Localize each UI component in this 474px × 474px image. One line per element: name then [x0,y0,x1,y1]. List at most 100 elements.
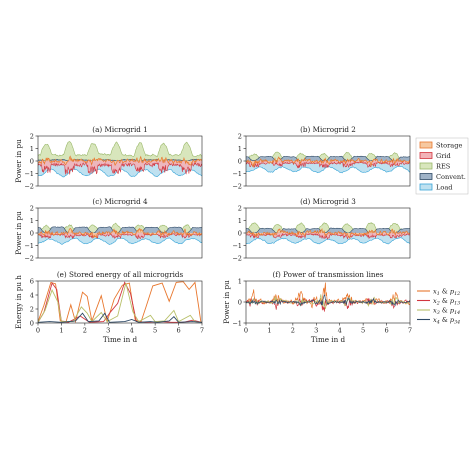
y-tick-label: 1 [30,217,34,225]
legend-power: Storage Grid RES Convent. Load [415,137,469,195]
panel-title: (e) Stored energy of all microgrids [57,270,184,279]
panel-e: (e) Stored energy of all microgrids 0 2 4 6 0… [14,270,204,344]
legend-line-label: x3 & p14 [433,306,460,316]
grid-area [38,161,202,175]
x-tick-label: 5 [361,327,365,335]
y-tick-label: 4 [30,291,34,299]
x-tick-label: 6 [176,327,180,335]
conv-line [38,226,202,234]
y-tick-label: −2 [24,254,34,262]
res-line [38,141,202,157]
y-tick-label: 2 [238,204,242,212]
panel-c: (c) Microgrid 4 −2 −1 0 1 2 Power in pu [14,197,203,262]
y-tick-label: 6 [30,277,34,285]
x-tick-label: 3 [314,327,318,335]
legend-label: RES [436,163,451,171]
y-tick-label: 0 [30,229,34,237]
res-area [38,141,202,161]
legend-line-label: x4 & p34 [433,316,460,326]
panel-d: (d) Microgrid 3 −2 −1 0 1 2 [232,197,411,262]
conv-line [246,227,410,234]
axes-frame [245,280,411,324]
y-tick-label: 1 [238,217,242,225]
conv-line [246,155,410,162]
storage-line [246,228,410,240]
y-tick-label: −1 [24,242,34,250]
axes-frame [37,135,203,187]
series-x4 [38,312,202,323]
x-tick-label: 0 [244,327,248,335]
legend-line-label: x1 & p12 [433,287,460,297]
x-tick-label: 7 [200,327,204,335]
x-axis-label: Time in d [311,335,346,344]
x-tick-label: 4 [338,327,342,335]
axes-frame [37,207,203,259]
y-tick-label: 0 [238,157,242,165]
legend-swatch [419,183,433,191]
y-axis-label: Power in pu [222,280,231,324]
x-tick-label: 4 [130,327,134,335]
storage-line [38,155,202,167]
legend-swatch [419,141,433,149]
legend-swatch [419,173,433,180]
x-tick-label: 6 [384,327,388,335]
panel-title: (b) Microgrid 2 [300,125,356,134]
legend-swatch [419,162,433,170]
y-tick-label: 2 [238,132,242,140]
y-axis-label: Power in pu [14,211,23,255]
y-tick-label: −1 [232,170,242,178]
panel-b: (b) Microgrid 2 −2 −1 0 1 2 [232,125,411,190]
panel-title: (d) Microgrid 3 [300,197,356,206]
x-tick-label: 0 [36,327,40,335]
y-tick-label: −2 [24,182,34,190]
x-axis-label: Time in d [103,335,138,344]
axes-frame [245,207,411,259]
x-tick-label: 7 [408,327,412,335]
y-tick-label: 2 [30,132,34,140]
conv-area [246,156,410,161]
load-line [246,237,410,245]
storage-line [38,227,202,239]
y-tick-label: 1 [238,277,242,285]
x-tick-label: 1 [59,327,63,335]
y-tick-label: −2 [232,182,242,190]
legend-label: Storage [436,142,462,150]
y-tick-label: 0 [30,157,34,165]
legend-line-label: x2 & p13 [433,297,460,307]
grid-line [38,233,202,240]
panel-title: (f) Power of transmission lines [273,270,384,279]
y-tick-label: 2 [30,305,34,313]
series-p13 [246,297,410,312]
x-tick-label: 5 [153,327,157,335]
load-line [38,237,202,245]
y-tick-label: 2 [30,204,34,212]
legend-label: Convent. [436,173,466,181]
y-tick-label: 1 [238,145,242,153]
x-tick-label: 2 [83,327,87,335]
grid-line [246,160,410,169]
y-tick-label: 0 [238,298,242,306]
panel-a: (a) Microgrid 1 −2 −1 0 1 2 Power in pu [14,125,203,190]
legend-label: Grid [436,152,452,160]
panel-title: (c) Microgrid 4 [92,197,148,206]
axes-frame [245,135,411,187]
y-tick-label: −1 [232,319,242,327]
y-axis-label: Power in pu [14,139,23,183]
legend-label: Load [436,184,453,192]
storage-area [38,156,202,166]
storage-area [246,228,410,239]
series-x2 [38,281,202,323]
series-p34 [246,293,410,307]
res-area [246,222,410,233]
series-x3 [38,282,202,323]
x-tick-label: 1 [267,327,271,335]
legend-swatch [419,152,433,159]
y-tick-label: 1 [30,145,34,153]
y-tick-label: −1 [24,170,34,178]
y-tick-label: −1 [232,242,242,250]
x-tick-label: 3 [106,327,110,335]
